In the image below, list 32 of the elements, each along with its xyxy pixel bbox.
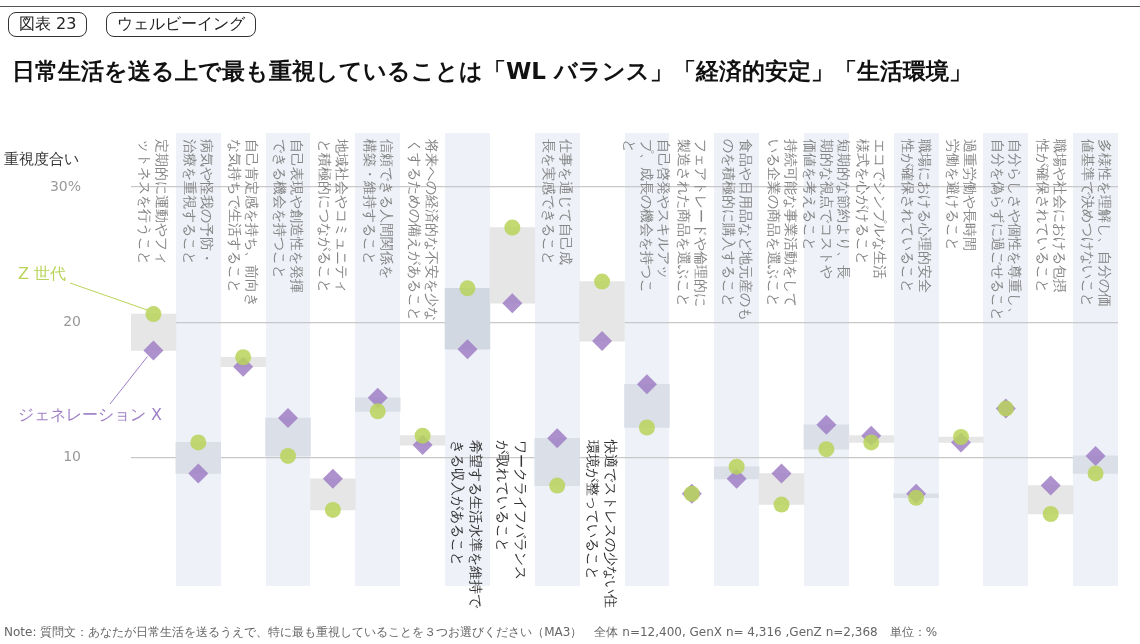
x-tick-label: 自己肯定感を持ち、前向きな気持ちで生活すること (226, 139, 261, 309)
y-tick-label: 10 (63, 447, 81, 464)
x-tick-label: 短期的な節約より、長期的な視点でコストや価値を考えること (800, 139, 852, 281)
x-tick-label: エコでシンプルな生活様式を心がけること (854, 139, 889, 281)
x-tick-label: 職場における心理的安全性が確保されていること (899, 139, 934, 295)
x-tick-label: 病気や怪我の予防・治療を重視すること (181, 139, 216, 267)
x-tick-label: 自分らしさや個性を尊重し、自分を偽らずに過ごせること (988, 139, 1023, 323)
y-tick-label: 20 (63, 312, 81, 329)
text: ジェネレーション X (18, 405, 163, 425)
x-tick-label: 快適でストレスの少ない住環境が整っていること (584, 440, 621, 610)
x-tick-label: 地域社会やコミュニティと積極的につながること (315, 139, 350, 295)
x-tick-label: 職場や社会における包摂性が確保されていること (1033, 139, 1068, 295)
x-tick-label: 食品や日用品など地元産のものを積極的に購入すること (719, 139, 754, 323)
x-tick-label: ワークライフバランスが取れていること (494, 440, 531, 582)
text: ウェルビーイング (106, 12, 256, 37)
x-tick-label: 多様性を理解し、自分の価値基準で決めつけないこと (1078, 139, 1113, 309)
x-tick-label: 自己表現や創造性を発揮できる機会を持つこと (271, 139, 306, 295)
y-axis-title: 重視度合い (4, 150, 79, 169)
x-tick-label: 定期的に運動やフィットネスを行うこと (136, 139, 171, 267)
text: 図表 23 (8, 12, 88, 37)
y-tick-label: 30% (49, 177, 81, 194)
x-tick-label: 信頼できる人間関係を構築・維持すること (360, 139, 395, 281)
x-tick-label: 持続可能な事業活動をしている企業の商品を選ぶこと (764, 139, 799, 309)
x-tick-label: 希望する生活水準を維持できる収入があること (449, 440, 486, 610)
text: Note: 質問文：あなたが日常生活を送るうえで、特に最も重視していることを３つお選びください（MA3） 全体 n=12,400, GenX n= 4,316 ,GenZ n=2,368 単位：% (4, 624, 938, 641)
x-tick-label: 過重労働や長時間労働を避けること (943, 139, 978, 253)
x-tick-label: 自己啓発やスキルアップ、成長の機会を持つこと (621, 139, 673, 295)
x-tick-label: 将来への経済的な不安を少なくするための備えがあること (405, 139, 440, 323)
chart-title: 日常生活を送る上で最も重視していることは「WL バランス」「経済的安定」「生活環境」 (12, 57, 973, 86)
x-tick-label: フェアトレードや倫理的に製造された商品を選ぶこと (674, 139, 709, 309)
text: Z 世代 (18, 264, 67, 284)
x-tick-label: 仕事を通じて自己成長を実感できること (540, 139, 575, 267)
